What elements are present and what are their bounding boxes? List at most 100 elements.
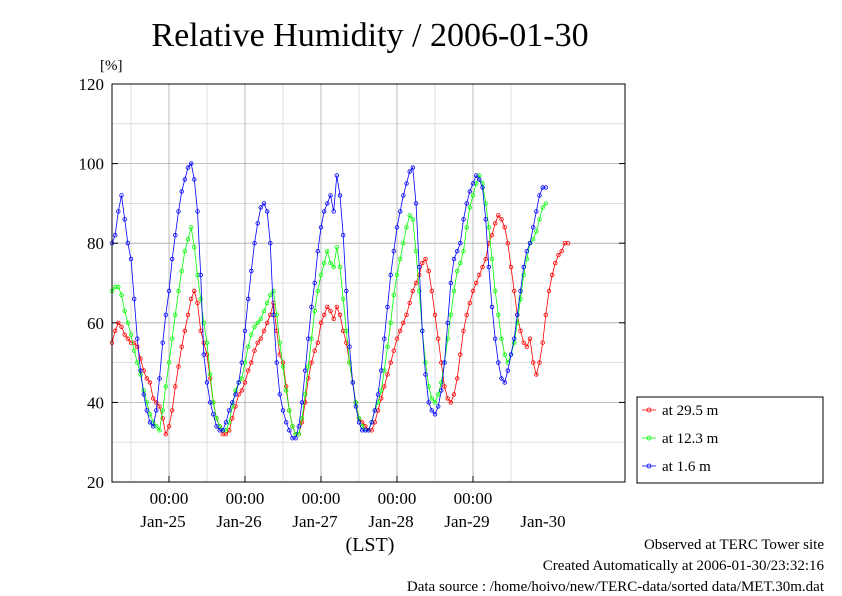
data-point xyxy=(413,201,419,206)
plot-frame xyxy=(111,83,626,483)
data-point xyxy=(169,256,175,262)
data-point xyxy=(318,225,324,230)
data-point xyxy=(280,364,286,369)
data-point xyxy=(410,217,415,222)
data-point xyxy=(546,288,552,294)
data-point xyxy=(543,185,548,190)
data-point xyxy=(455,376,460,381)
data-point xyxy=(135,344,140,349)
data-point xyxy=(271,312,276,317)
data-point xyxy=(521,340,526,345)
data-point xyxy=(448,400,453,405)
data-point xyxy=(255,320,260,325)
data-point xyxy=(480,264,485,270)
x-axis-label: (LST) xyxy=(346,534,395,556)
y-tick-label: 60 xyxy=(87,314,104,333)
data-point xyxy=(290,424,295,429)
data-point xyxy=(451,288,457,294)
data-point xyxy=(185,165,191,170)
data-point xyxy=(521,264,526,270)
data-point xyxy=(125,240,130,246)
data-point xyxy=(258,336,263,341)
data-point xyxy=(559,248,564,254)
data-point xyxy=(505,368,510,373)
data-point xyxy=(375,392,381,397)
data-point xyxy=(214,424,219,429)
data-point xyxy=(391,348,396,353)
data-point xyxy=(518,288,523,294)
data-point xyxy=(451,256,457,262)
data-point xyxy=(404,312,409,317)
data-point xyxy=(182,248,187,254)
data-point xyxy=(122,332,127,337)
data-point xyxy=(328,308,333,314)
data-point xyxy=(176,288,181,294)
data-point xyxy=(325,248,330,254)
data-point xyxy=(204,380,210,385)
data-point xyxy=(334,244,339,250)
data-point xyxy=(493,336,498,341)
data-point xyxy=(160,416,165,421)
data-point xyxy=(480,185,485,190)
data-point xyxy=(195,272,200,278)
data-point xyxy=(226,420,232,425)
data-point xyxy=(188,296,194,302)
data-point xyxy=(116,284,121,290)
data-point xyxy=(385,372,390,377)
x-date-label: Jan-25 xyxy=(140,512,185,531)
data-point xyxy=(445,396,450,401)
data-point xyxy=(556,252,561,258)
data-point xyxy=(394,336,400,341)
data-point xyxy=(141,368,146,373)
data-point xyxy=(385,344,390,349)
data-point xyxy=(119,193,124,198)
data-point xyxy=(176,209,181,214)
data-point xyxy=(420,260,425,266)
data-point xyxy=(261,201,267,206)
data-point xyxy=(179,344,184,349)
data-point xyxy=(141,392,146,397)
data-point xyxy=(486,264,491,270)
data-point xyxy=(280,408,286,413)
data-point xyxy=(467,300,472,306)
data-point xyxy=(518,328,523,333)
data-point xyxy=(426,400,431,405)
data-point xyxy=(239,360,244,365)
data-point xyxy=(401,240,406,246)
x-date-label: Jan-26 xyxy=(216,512,261,531)
data-point xyxy=(540,185,545,190)
data-point xyxy=(150,396,156,401)
data-point xyxy=(464,201,469,206)
data-point xyxy=(423,256,428,262)
data-point xyxy=(382,384,387,389)
data-point xyxy=(534,229,539,234)
data-point xyxy=(154,400,159,405)
data-point xyxy=(284,420,289,425)
data-point xyxy=(353,404,358,409)
data-point xyxy=(388,360,393,365)
data-point xyxy=(439,360,444,365)
x-axis-ticks: 00:00 00:00 00:00 00:00 00:00 Jan-25 Jan-26 Jan… xyxy=(140,476,566,531)
data-point xyxy=(252,348,257,353)
data-point xyxy=(233,404,238,409)
data-point xyxy=(385,304,390,310)
legend-swatch-marker xyxy=(646,463,652,469)
data-point xyxy=(157,428,162,433)
data-point xyxy=(486,225,491,230)
data-point xyxy=(230,416,235,421)
data-point xyxy=(116,320,121,325)
chart-title: Relative Humidity / 2006-01-30 xyxy=(151,17,588,54)
data-point xyxy=(423,360,428,365)
data-point xyxy=(204,352,210,357)
data-point xyxy=(540,205,545,210)
y-axis-unit: [%] xyxy=(100,58,123,74)
data-point xyxy=(328,193,333,198)
data-point xyxy=(277,392,282,397)
data-point xyxy=(496,213,501,218)
data-point xyxy=(122,308,127,314)
data-point xyxy=(249,268,254,274)
data-point xyxy=(274,360,279,365)
data-point xyxy=(398,256,403,262)
data-point xyxy=(128,332,134,337)
data-point xyxy=(179,189,184,194)
